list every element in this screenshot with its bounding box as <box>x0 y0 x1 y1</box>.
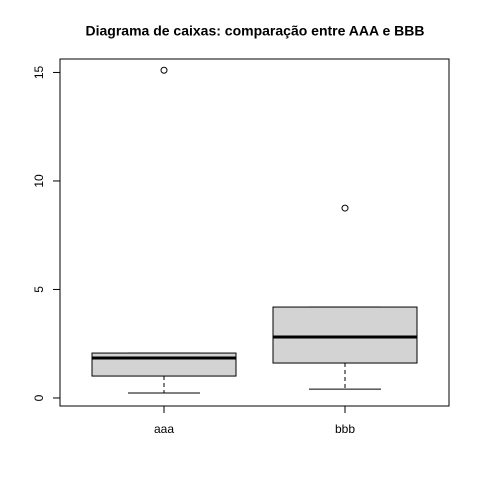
y-tick-label: 5 <box>32 286 46 293</box>
chart-title: Diagrama de caixas: comparação entre AAA… <box>86 23 425 39</box>
x-tick-label: aaa <box>154 422 174 436</box>
box <box>91 352 237 377</box>
y-tick-label: 0 <box>32 394 46 401</box>
plot-frame <box>59 58 450 407</box>
outlier <box>341 204 349 212</box>
box <box>272 306 418 364</box>
x-tick-label: bbb <box>335 422 355 436</box>
outlier <box>160 66 168 74</box>
y-tick-label: 10 <box>32 174 46 188</box>
y-tick-label: 15 <box>32 65 46 79</box>
